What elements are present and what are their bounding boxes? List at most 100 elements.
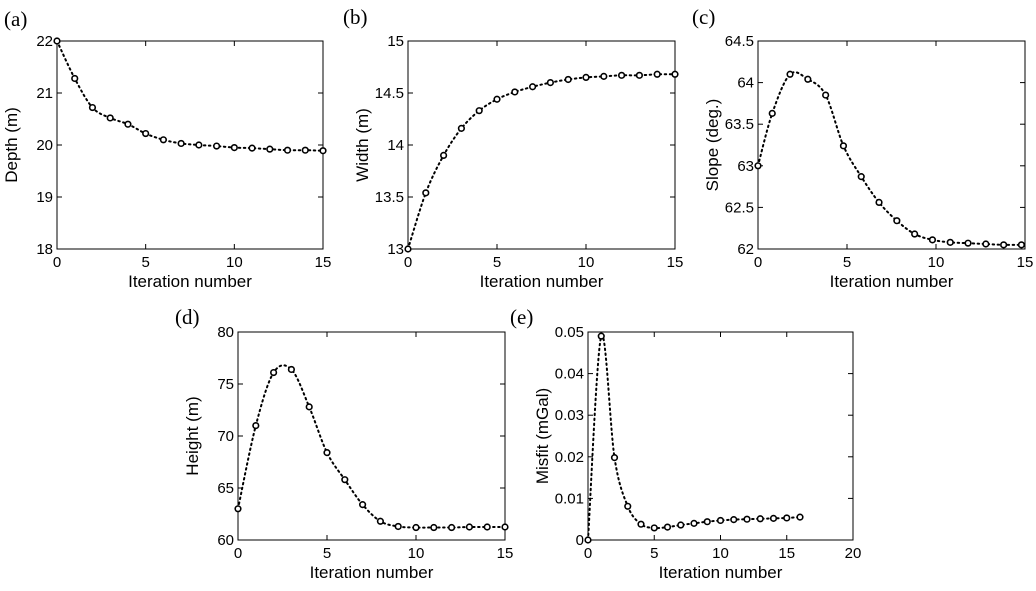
data-point (857, 173, 865, 181)
plot-frame (407, 40, 676, 250)
data-point (475, 107, 483, 115)
x-axis-label: Iteration number (830, 272, 954, 291)
data-point (769, 514, 778, 522)
data-point (946, 238, 954, 246)
plot-frame (757, 40, 1026, 250)
data-point (266, 145, 274, 153)
y-tick-label: 60 (217, 532, 234, 549)
data-point (663, 523, 672, 531)
data-point (839, 142, 848, 150)
data-point (690, 519, 698, 527)
data-point (465, 523, 474, 531)
y-axis-label: Misfit (mGal) (533, 388, 552, 484)
data-point (768, 109, 776, 117)
x-tick-label: 0 (754, 254, 762, 271)
data-point (564, 75, 572, 84)
data-point (270, 368, 278, 377)
panel-label: (a) (4, 7, 27, 31)
y-tick-label: 15 (387, 33, 404, 50)
x-tick-label: 0 (584, 545, 592, 562)
y-tick-label: 75 (217, 376, 234, 393)
x-axis-label: Iteration number (659, 563, 783, 582)
data-point (756, 515, 764, 523)
y-tick-label: 0.03 (555, 407, 584, 424)
data-point (730, 516, 738, 524)
data-point (177, 139, 185, 148)
data-point (124, 120, 132, 128)
data-point (928, 236, 937, 244)
x-axis-label: Iteration number (310, 563, 434, 582)
y-tick-label: 19 (36, 189, 53, 206)
data-point (822, 91, 830, 99)
y-tick-label: 63 (737, 158, 754, 175)
data-point (804, 75, 812, 83)
data-point (716, 516, 725, 525)
data-point (448, 523, 456, 532)
x-tick-label: 15 (667, 254, 684, 271)
y-tick-label: 0.05 (555, 324, 584, 341)
x-tick-label: 20 (845, 545, 862, 562)
data-point (653, 70, 661, 78)
x-tick-label: 5 (141, 254, 149, 271)
data-point (893, 217, 901, 225)
data-point (597, 332, 605, 340)
data-point (483, 523, 491, 531)
panel-b: (b) 0 5 10 15 13 13.5 14 14.5 15 Iteration number W… (343, 5, 683, 291)
x-tick-label: 0 (53, 254, 61, 271)
data-point (359, 501, 367, 509)
data-point (213, 142, 221, 150)
data-point (287, 365, 296, 374)
data-point (412, 523, 420, 532)
data-point (743, 515, 751, 523)
series-line (237, 364, 506, 529)
y-tick-label: 63.5 (725, 116, 754, 133)
y-tick-label: 80 (217, 324, 234, 341)
data-point (252, 422, 260, 430)
data-point (677, 521, 685, 529)
y-tick-label: 62 (737, 241, 754, 258)
data-point (440, 151, 448, 159)
x-axis-label: Iteration number (480, 272, 604, 291)
data-point (376, 517, 385, 525)
data-point (511, 88, 519, 96)
y-tick-label: 14.5 (375, 85, 404, 102)
x-tick-label: 10 (408, 545, 425, 562)
data-point (786, 70, 794, 78)
y-tick-label: 20 (36, 137, 53, 154)
data-point (796, 513, 804, 521)
data-point (457, 124, 466, 132)
data-point (600, 72, 608, 80)
data-point (283, 146, 292, 154)
data-point (637, 520, 645, 528)
x-tick-label: 15 (497, 545, 514, 562)
data-point (875, 198, 883, 207)
data-point (528, 83, 537, 91)
panel-label: (d) (175, 305, 200, 329)
data-point (71, 74, 79, 83)
panel-label: (e) (510, 305, 533, 329)
data-point (142, 129, 150, 138)
y-tick-label: 0.04 (555, 366, 584, 383)
y-tick-label: 0 (576, 532, 584, 549)
data-point (624, 502, 632, 510)
series-line (757, 71, 1023, 246)
data-point (964, 239, 972, 247)
y-tick-label: 18 (36, 241, 53, 258)
panel-a: (a) 0 5 10 15 18 19 20 21 22 Iteration number Depth… (2, 7, 331, 291)
y-tick-label: 64.5 (725, 33, 754, 50)
data-point (703, 518, 711, 526)
x-tick-label: 5 (493, 254, 501, 271)
data-point (234, 505, 242, 513)
x-tick-label: 5 (650, 545, 658, 562)
y-axis-label: Slope (deg.) (703, 99, 722, 192)
data-point (982, 240, 990, 248)
y-tick-label: 14 (387, 137, 404, 154)
data-point (635, 71, 644, 79)
data-point (1000, 241, 1008, 249)
data-point (323, 449, 331, 457)
x-tick-label: 15 (778, 545, 795, 562)
data-point (301, 146, 309, 154)
y-tick-label: 62.5 (725, 199, 754, 216)
data-point (53, 37, 61, 45)
y-tick-label: 64 (737, 75, 754, 92)
